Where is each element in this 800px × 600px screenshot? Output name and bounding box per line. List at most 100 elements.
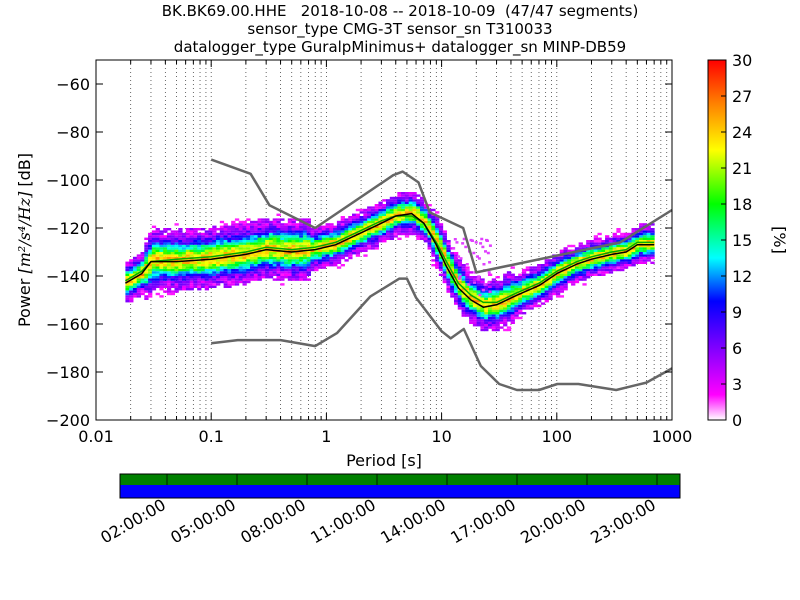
ppsd-density-cell bbox=[412, 211, 417, 214]
ppsd-density-cell bbox=[299, 254, 304, 257]
ppsd-density-cell bbox=[310, 261, 315, 264]
ppsd-density-cell bbox=[608, 249, 614, 252]
ppsd-density-cell bbox=[642, 256, 648, 260]
ppsd-density-cell bbox=[518, 297, 523, 300]
ppsd-density-cell bbox=[159, 266, 164, 269]
x-tick-label: 0.1 bbox=[198, 427, 223, 446]
ppsd-density-cell bbox=[510, 312, 515, 315]
ppsd-density-cell bbox=[348, 218, 353, 221]
ppsd-density-cell bbox=[616, 235, 621, 238]
ppsd-density-cell bbox=[510, 276, 515, 279]
ppsd-density-cell bbox=[370, 228, 376, 231]
ppsd-density-cell bbox=[540, 273, 546, 276]
ppsd-density-cell bbox=[231, 264, 236, 267]
ppsd-density-cell bbox=[382, 213, 387, 216]
ppsd-density-cell bbox=[295, 223, 300, 226]
ppsd-density-cell bbox=[571, 278, 576, 281]
ppsd-density-cell bbox=[442, 276, 447, 279]
ppsd-density-cell bbox=[151, 254, 157, 257]
ppsd-density-cell bbox=[174, 283, 179, 286]
ppsd-density-cell bbox=[287, 268, 293, 272]
ppsd-density-cell bbox=[265, 259, 270, 262]
ppsd-density-cell bbox=[442, 278, 447, 281]
ppsd-density-cell bbox=[363, 244, 368, 248]
ppsd-density-cell bbox=[185, 264, 191, 267]
ppsd-density-cell bbox=[431, 216, 436, 219]
ppsd-density-cell bbox=[166, 290, 172, 293]
ppsd-density-cell bbox=[265, 273, 270, 276]
ppsd-density-cell bbox=[310, 228, 315, 231]
ppsd-density-cell bbox=[148, 278, 153, 281]
ppsd-density-cell bbox=[457, 255, 461, 258]
ppsd-density-cell bbox=[567, 259, 572, 262]
ppsd-density-cell bbox=[461, 280, 466, 284]
ppsd-density-cell bbox=[635, 240, 640, 243]
ppsd-density-cell bbox=[227, 228, 232, 231]
ppsd-density-cell bbox=[563, 247, 568, 250]
ppsd-density-cell bbox=[416, 228, 421, 231]
ppsd-density-cell bbox=[336, 235, 342, 238]
ppsd-density-cell bbox=[257, 237, 262, 240]
ppsd-density-cell bbox=[261, 252, 266, 255]
ppsd-density-cell bbox=[287, 264, 293, 267]
ppsd-density-cell bbox=[612, 244, 617, 248]
ppsd-density-cell bbox=[238, 235, 243, 238]
ppsd-density-cell bbox=[491, 302, 497, 305]
ppsd-density-cell bbox=[453, 302, 459, 305]
ppsd-density-cell bbox=[620, 261, 625, 264]
ppsd-density-cell bbox=[132, 278, 138, 281]
ppsd-density-cell bbox=[340, 232, 345, 236]
ppsd-density-cell bbox=[484, 307, 489, 310]
ppsd-density-cell bbox=[310, 242, 315, 245]
ppsd-density-cell bbox=[219, 266, 225, 269]
ppsd-density-cell bbox=[212, 247, 217, 250]
ppsd-density-cell bbox=[148, 256, 153, 260]
ppsd-density-cell bbox=[480, 319, 485, 322]
ppsd-density-cell bbox=[499, 321, 504, 324]
ppsd-density-cell bbox=[563, 273, 568, 276]
ppsd-density-cell bbox=[136, 264, 142, 267]
ppsd-density-cell bbox=[495, 316, 500, 320]
ppsd-density-cell bbox=[563, 276, 568, 279]
ppsd-density-cell bbox=[155, 256, 160, 260]
ppsd-density-cell bbox=[268, 220, 274, 224]
ppsd-density-cell bbox=[438, 232, 444, 236]
ppsd-density-cell bbox=[605, 271, 610, 274]
ppsd-density-cell bbox=[193, 278, 198, 281]
ppsd-density-cell bbox=[495, 321, 500, 324]
ppsd-density-cell bbox=[250, 278, 255, 281]
ppsd-density-cell bbox=[487, 295, 493, 298]
ppsd-density-cell bbox=[601, 254, 606, 257]
ppsd-density-cell bbox=[219, 261, 225, 264]
ppsd-density-cell bbox=[510, 266, 515, 269]
ppsd-density-cell bbox=[480, 307, 485, 310]
ppsd-density-cell bbox=[431, 244, 436, 248]
ppsd-density-cell bbox=[136, 261, 142, 264]
ppsd-density-cell bbox=[144, 273, 149, 276]
timeline-tick-label: 02:00:00 bbox=[97, 495, 169, 547]
ppsd-density-cell bbox=[182, 266, 187, 269]
ppsd-density-cell bbox=[333, 232, 338, 236]
ppsd-density-cell bbox=[185, 268, 191, 272]
ppsd-density-cell bbox=[540, 290, 546, 293]
ppsd-density-cell bbox=[318, 259, 323, 262]
ppsd-density-cell bbox=[521, 271, 527, 274]
ppsd-density-cell bbox=[582, 264, 587, 267]
ppsd-density-cell bbox=[506, 307, 512, 310]
ppsd-density-cell bbox=[518, 309, 523, 312]
ppsd-density-cell bbox=[163, 247, 168, 250]
ppsd-density-cell bbox=[238, 232, 243, 236]
ppsd-density-cell bbox=[291, 242, 296, 245]
ppsd-density-cell bbox=[525, 304, 531, 308]
ppsd-density-cell bbox=[578, 271, 583, 274]
ppsd-density-cell bbox=[242, 223, 247, 226]
ppsd-density-cell bbox=[291, 278, 296, 281]
ppsd-density-cell bbox=[136, 280, 142, 284]
ppsd-density-cell bbox=[548, 280, 553, 284]
ppsd-density-cell bbox=[510, 302, 515, 305]
ppsd-density-cell bbox=[605, 259, 610, 262]
ppsd-density-cell bbox=[178, 232, 183, 236]
ppsd-density-cell bbox=[597, 271, 602, 274]
ppsd-density-cell bbox=[208, 228, 213, 231]
ppsd-density-cell bbox=[231, 225, 236, 228]
